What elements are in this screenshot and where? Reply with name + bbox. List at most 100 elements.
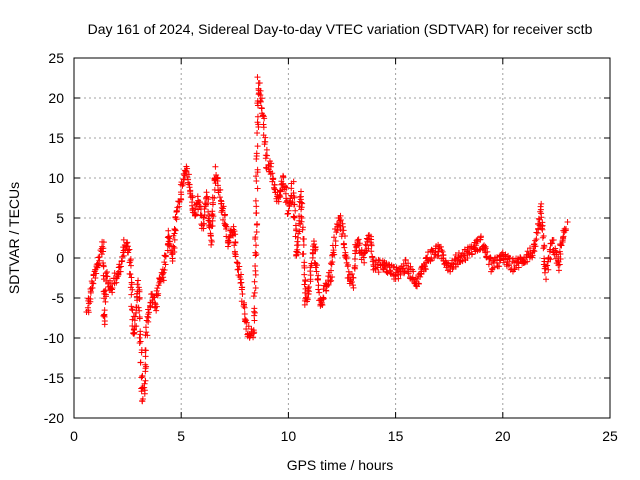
data-point [460,252,467,259]
data-point [84,304,91,311]
data-point [343,254,350,261]
y-tick-label: -20 [44,410,64,426]
data-point [225,239,232,246]
data-point [241,311,248,318]
data-point [243,325,250,332]
data-point [547,256,554,263]
data-point [368,248,375,255]
data-point [505,262,512,269]
data-point [136,315,143,322]
data-point [318,299,325,306]
data-point [149,290,156,297]
data-point [316,289,323,296]
data-point [328,277,335,284]
data-point [166,238,173,245]
data-point [162,253,169,260]
data-point [422,266,429,273]
data-point [209,211,216,218]
data-point [231,242,238,249]
data-point [262,155,269,162]
data-point [252,267,259,274]
data-point [345,268,352,275]
data-point [269,175,276,182]
data-point [368,236,375,243]
data-point [258,95,265,102]
data-point [511,266,518,273]
data-point [251,305,258,312]
data-point [160,269,167,276]
data-point [295,230,302,237]
data-point [171,236,178,243]
y-tick-label: 5 [56,210,64,226]
data-point [320,294,327,301]
data-point [120,236,127,243]
x-tick-label: 20 [495,428,511,444]
data-point [128,303,135,310]
data-point [160,277,167,284]
data-point [541,242,548,249]
data-point [129,306,136,313]
data-point [209,222,216,229]
y-tick-label: 25 [48,50,64,66]
data-point [207,232,214,239]
data-point [374,261,381,268]
data-point [138,374,145,381]
y-tick-label: -10 [44,330,64,346]
data-point [539,226,546,233]
data-point [101,312,108,319]
data-point [185,171,192,178]
data-point [515,258,522,265]
data-point [311,247,318,254]
data-point [351,265,358,272]
data-point [231,228,238,235]
data-point [143,329,150,336]
data-point [153,287,160,294]
data-point [299,226,306,233]
data-point [161,259,168,266]
plot-frame [73,57,611,419]
data-point [161,266,168,273]
data-point [327,267,334,274]
data-point [169,258,176,265]
data-point [172,226,179,233]
data-point [258,105,265,112]
data-point [123,240,130,247]
data-point [104,273,111,280]
data-point [341,233,348,240]
data-point [538,214,545,221]
data-point [267,171,274,178]
data-point [397,271,404,278]
data-point [291,194,298,201]
data-point [129,286,136,293]
data-point [245,323,252,330]
data-point [302,277,309,284]
data-point [171,244,178,251]
data-point [234,260,241,267]
data-point [178,196,185,203]
data-point [127,271,134,278]
data-point [307,278,314,285]
data-point [133,309,140,316]
data-point [142,353,149,360]
data-point [301,281,308,288]
data-point [294,249,301,256]
data-point [192,212,199,219]
data-point [564,218,571,225]
data-point [488,268,495,275]
data-point [298,204,305,211]
data-point [136,296,143,303]
data-point [307,268,314,275]
data-point [562,227,569,234]
data-point [527,245,534,252]
data-point [348,278,355,285]
data-point [92,275,99,282]
data-point [350,282,357,289]
x-tick-label: 10 [281,428,297,444]
data-point [283,184,290,191]
data-point [385,261,392,268]
data-point [100,245,107,252]
data-point [401,269,408,276]
data-point [294,238,301,245]
data-point [313,262,320,269]
data-point [553,249,560,256]
